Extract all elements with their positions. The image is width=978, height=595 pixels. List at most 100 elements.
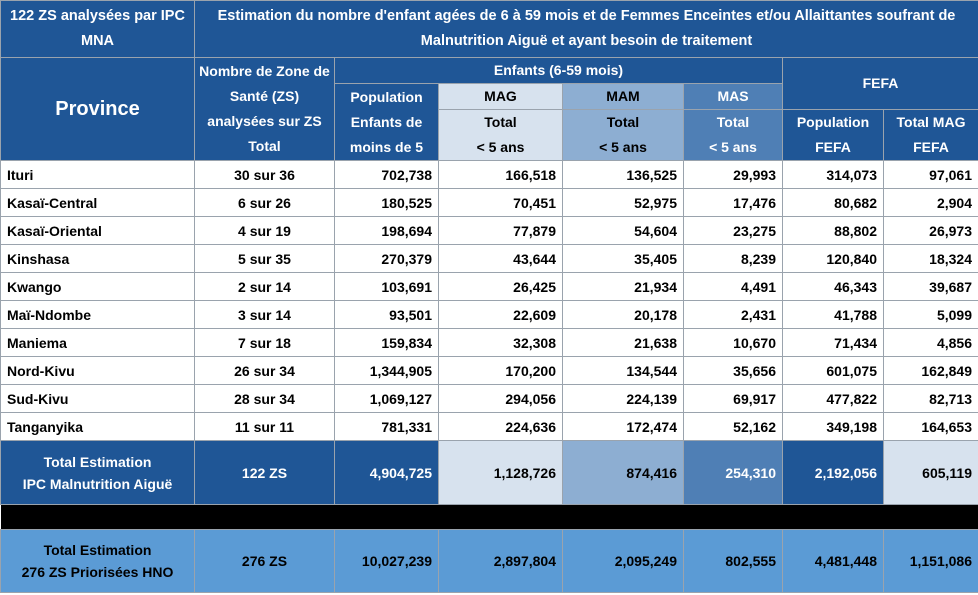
cell-mag-fefa: 82,713 (883, 384, 978, 413)
enfants-header: Enfants (6-59 mois) (334, 57, 783, 84)
cell-mag: 294,056 (438, 384, 563, 413)
total-ipc-zs: 122 ZS (194, 440, 335, 505)
cell-mas: 23,275 (683, 216, 783, 245)
cell-pop: 270,379 (334, 244, 439, 273)
cell-mag: 70,451 (438, 188, 563, 217)
total-hno-label: Total Estimation 276 ZS Priorisées HNO (0, 529, 195, 593)
cell-province: Sud-Kivu (0, 384, 195, 413)
cell-mas: 35,656 (683, 356, 783, 385)
cell-mag: 43,644 (438, 244, 563, 273)
mag-total-header: Total < 5 ans (438, 109, 563, 161)
cell-mas: 29,993 (683, 160, 783, 189)
total-ipc-mag-fefa: 605,119 (883, 440, 978, 505)
cell-zs: 6 sur 26 (194, 188, 335, 217)
cell-mam: 172,474 (562, 412, 684, 441)
cell-mas: 2,431 (683, 300, 783, 329)
cell-mas: 69,917 (683, 384, 783, 413)
cell-zs: 30 sur 36 (194, 160, 335, 189)
cell-zs: 11 sur 11 (194, 412, 335, 441)
cell-province: Kinshasa (0, 244, 195, 273)
mas-header: MAS (683, 83, 783, 110)
cell-zs: 28 sur 34 (194, 384, 335, 413)
cell-mam: 134,544 (562, 356, 684, 385)
table-row: Ituri 30 sur 36 702,738 166,518 136,525 29,99… (0, 160, 978, 189)
fefa-header: FEFA (782, 57, 978, 110)
cell-zs: 7 sur 18 (194, 328, 335, 357)
mas-total-header: Total < 5 ans (683, 109, 783, 161)
cell-zs: 26 sur 34 (194, 356, 335, 385)
cell-province: Nord-Kivu (0, 356, 195, 385)
table-row: Kinshasa 5 sur 35 270,379 43,644 35,405 8,239… (0, 244, 978, 273)
total-hno-zs: 276 ZS (194, 529, 335, 593)
cell-pop-fefa: 80,682 (782, 188, 884, 217)
cell-pop: 93,501 (334, 300, 439, 329)
cell-mam: 35,405 (562, 244, 684, 273)
cell-pop: 702,738 (334, 160, 439, 189)
cell-mas: 8,239 (683, 244, 783, 273)
cell-pop-fefa: 41,788 (782, 300, 884, 329)
cell-mam: 54,604 (562, 216, 684, 245)
cell-mam: 52,975 (562, 188, 684, 217)
mam-total-header: Total < 5 ans (562, 109, 684, 161)
cell-province: Kwango (0, 272, 195, 301)
cell-mag-fefa: 164,653 (883, 412, 978, 441)
total-hno-pop-fefa: 4,481,448 (782, 529, 884, 593)
cell-province: Ituri (0, 160, 195, 189)
cell-pop-fefa: 477,822 (782, 384, 884, 413)
cell-pop-fefa: 71,434 (782, 328, 884, 357)
table-row: Sud-Kivu 28 sur 34 1,069,127 294,056 224,139… (0, 384, 978, 413)
cell-mag-fefa: 4,856 (883, 328, 978, 357)
cell-mag-fefa: 39,687 (883, 272, 978, 301)
population-fefa-header: Population FEFA (782, 109, 884, 161)
cell-pop-fefa: 120,840 (782, 244, 884, 273)
table-row: Kasaï-Central 6 sur 26 180,525 70,451 52,975… (0, 188, 978, 217)
cell-mam: 224,139 (562, 384, 684, 413)
cell-mag: 170,200 (438, 356, 563, 385)
cell-mag-fefa: 97,061 (883, 160, 978, 189)
cell-mag-fefa: 162,849 (883, 356, 978, 385)
cell-province: Kasaï-Central (0, 188, 195, 217)
total-ipc-pop: 4,904,725 (334, 440, 439, 505)
cell-mas: 10,670 (683, 328, 783, 357)
cell-mas: 4,491 (683, 272, 783, 301)
total-ipc-mag: 1,128,726 (438, 440, 563, 505)
cell-mag-fefa: 26,973 (883, 216, 978, 245)
total-ipc-mam: 874,416 (562, 440, 684, 505)
table-title: Estimation du nombre d'enfant agées de 6… (194, 0, 978, 58)
total-hno-mam: 2,095,249 (562, 529, 684, 593)
cell-pop: 1,344,905 (334, 356, 439, 385)
cell-pop: 781,331 (334, 412, 439, 441)
cell-mag: 224,636 (438, 412, 563, 441)
cell-mam: 136,525 (562, 160, 684, 189)
total-hno-mas: 802,555 (683, 529, 783, 593)
population-enfants-header: Population Enfants de moins de 5 (334, 83, 439, 161)
cell-mag: 26,425 (438, 272, 563, 301)
cell-mam: 21,934 (562, 272, 684, 301)
table-row: Tanganyika 11 sur 11 781,331 224,636 172,474… (0, 412, 978, 441)
cell-province: Tanganyika (0, 412, 195, 441)
cell-pop: 1,069,127 (334, 384, 439, 413)
mam-header: MAM (562, 83, 684, 110)
cell-province: Maï-Ndombe (0, 300, 195, 329)
total-hno-row: Total Estimation 276 ZS Priorisées HNO 27… (0, 529, 978, 593)
cell-province: Maniema (0, 328, 195, 357)
cell-pop: 159,834 (334, 328, 439, 357)
cell-pop-fefa: 349,198 (782, 412, 884, 441)
cell-pop: 198,694 (334, 216, 439, 245)
table-row: Kasaï-Oriental 4 sur 19 198,694 77,879 54,60… (0, 216, 978, 245)
cell-mag: 22,609 (438, 300, 563, 329)
total-ipc-pop-fefa: 2,192,056 (782, 440, 884, 505)
cell-zs: 5 sur 35 (194, 244, 335, 273)
total-hno-mag-fefa: 1,151,086 (883, 529, 978, 593)
total-ipc-row: Total Estimation IPC Malnutrition Aiguë 1… (0, 440, 978, 505)
total-hno-pop: 10,027,239 (334, 529, 439, 593)
cell-pop: 103,691 (334, 272, 439, 301)
cell-mam: 21,638 (562, 328, 684, 357)
table-row: Maï-Ndombe 3 sur 14 93,501 22,609 20,178 2,43… (0, 300, 978, 329)
cell-mam: 20,178 (562, 300, 684, 329)
total-ipc-mas: 254,310 (683, 440, 783, 505)
cell-zs: 3 sur 14 (194, 300, 335, 329)
total-hno-mag: 2,897,804 (438, 529, 563, 593)
cell-mas: 17,476 (683, 188, 783, 217)
